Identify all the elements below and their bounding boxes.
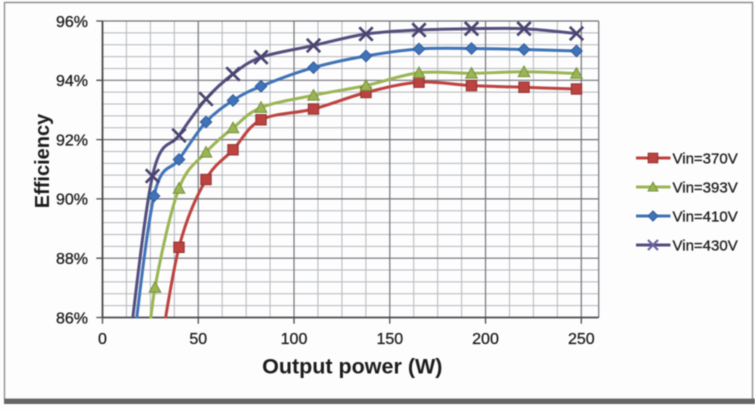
svg-text:250: 250 [568,331,595,348]
svg-text:Vin=370V: Vin=370V [673,150,738,167]
svg-text:96%: 96% [56,14,88,31]
svg-text:0: 0 [98,331,107,348]
svg-text:Efficiency: Efficiency [32,113,54,208]
svg-text:Vin=393V: Vin=393V [673,179,738,196]
svg-text:92%: 92% [56,132,88,149]
svg-text:88%: 88% [56,251,88,268]
svg-text:Vin=410V: Vin=410V [673,208,738,225]
svg-text:200: 200 [472,331,499,348]
svg-text:86%: 86% [56,310,88,327]
svg-text:90%: 90% [56,192,88,209]
svg-text:150: 150 [376,331,403,348]
svg-text:100: 100 [281,331,308,348]
svg-text:Output power (W): Output power (W) [262,355,442,379]
svg-text:Vin=430V: Vin=430V [673,237,738,254]
svg-text:94%: 94% [56,73,88,90]
svg-text:50: 50 [189,331,207,348]
